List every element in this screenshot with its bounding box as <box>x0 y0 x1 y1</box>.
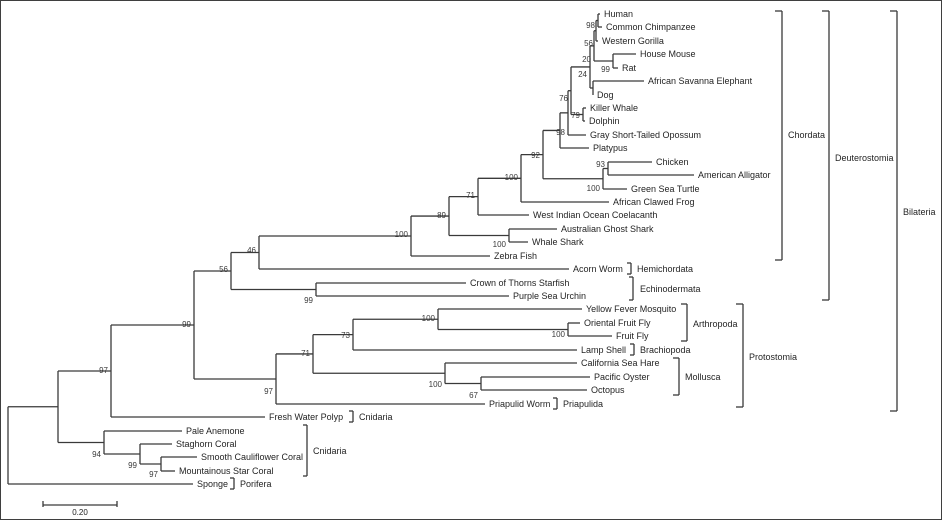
taxon-label: Purple Sea Urchin <box>513 291 586 301</box>
clade-label: Deuterostomia <box>835 153 894 163</box>
bootstrap-value: 100 <box>493 240 507 249</box>
bootstrap-value: 56 <box>219 265 228 274</box>
bootstrap-value: 98 <box>586 21 595 30</box>
bootstrap-value: 20 <box>582 55 591 64</box>
taxon-label: Pacific Oyster <box>594 372 650 382</box>
bootstrap-value: 73 <box>341 331 350 340</box>
bootstrap-value: 76 <box>559 94 568 103</box>
clade-label: Bilateria <box>903 207 936 217</box>
taxon-label: American Alligator <box>698 170 771 180</box>
taxon-label: Yellow Fever Mosquito <box>586 304 676 314</box>
taxon-label: Fresh Water Polyp <box>269 412 343 422</box>
taxon-label: Australian Ghost Shark <box>561 224 654 234</box>
scale-bar-label: 0.20 <box>72 508 88 517</box>
bootstrap-value: 71 <box>301 349 310 358</box>
taxon-label: Staghorn Coral <box>176 439 237 449</box>
taxon-label: California Sea Hare <box>581 358 660 368</box>
bootstrap-value: 46 <box>247 246 256 255</box>
bootstrap-value: 100 <box>587 184 601 193</box>
taxon-label: Human <box>604 9 633 19</box>
bootstrap-value: 56 <box>584 39 593 48</box>
bootstrap-value: 79 <box>571 111 580 120</box>
taxon-label: Mountainous Star Coral <box>179 466 274 476</box>
bootstrap-value: 89 <box>437 211 446 220</box>
taxon-label: Green Sea Turtle <box>631 184 700 194</box>
clade-label: Cnidaria <box>359 412 393 422</box>
bootstrap-value: 100 <box>552 330 566 339</box>
taxon-label: Platypus <box>593 143 628 153</box>
taxon-label: Crown of Thorns Starfish <box>470 278 569 288</box>
clade-label: Priapulida <box>563 399 603 409</box>
taxon-label: Oriental Fruit Fly <box>584 318 651 328</box>
taxon-label: Priapulid Worm <box>489 399 550 409</box>
clade-label: Hemichordata <box>637 264 693 274</box>
taxon-label: African Clawed Frog <box>613 197 695 207</box>
bootstrap-value: 94 <box>92 450 101 459</box>
bootstrap-value: 100 <box>505 173 519 182</box>
bootstrap-value: 97 <box>149 470 158 479</box>
taxon-label: Chicken <box>656 157 689 167</box>
taxon-label: Acorn Worm <box>573 264 623 274</box>
taxon-label: Common Chimpanzee <box>606 22 696 32</box>
taxon-label: African Savanna Elephant <box>648 76 753 86</box>
taxon-label: Dog <box>597 90 614 100</box>
bootstrap-value: 24 <box>578 70 587 79</box>
bootstrap-value: 100 <box>395 230 409 239</box>
bootstrap-value: 99 <box>128 461 137 470</box>
clade-label: Porifera <box>240 479 272 489</box>
clade-label: Brachiopoda <box>640 345 691 355</box>
taxon-label: Lamp Shell <box>581 345 626 355</box>
taxon-label: Smooth Cauliflower Coral <box>201 452 303 462</box>
clade-label: Arthropoda <box>693 319 738 329</box>
bootstrap-value: 93 <box>596 160 605 169</box>
taxon-label: West Indian Ocean Coelacanth <box>533 210 657 220</box>
taxon-label: Western Gorilla <box>602 36 664 46</box>
bootstrap-value: 98 <box>556 128 565 137</box>
taxon-label: Fruit Fly <box>616 331 649 341</box>
bootstrap-value: 92 <box>531 151 540 160</box>
taxon-label: Killer Whale <box>590 103 638 113</box>
clade-label: Cnidaria <box>313 446 347 456</box>
taxon-label: Octopus <box>591 385 625 395</box>
bootstrap-value: 97 <box>264 387 273 396</box>
clade-label: Chordata <box>788 130 825 140</box>
bootstrap-value: 99 <box>182 320 191 329</box>
taxon-label: Zebra Fish <box>494 251 537 261</box>
clade-label: Protostomia <box>749 352 797 362</box>
taxon-label: Sponge <box>197 479 228 489</box>
taxon-label: Pale Anemone <box>186 426 245 436</box>
clade-label: Echinodermata <box>640 284 701 294</box>
bootstrap-value: 100 <box>429 380 443 389</box>
bootstrap-value: 71 <box>466 191 475 200</box>
taxon-label: Dolphin <box>589 116 620 126</box>
taxon-label: Rat <box>622 63 637 73</box>
bootstrap-value: 97 <box>99 366 108 375</box>
taxon-label: House Mouse <box>640 49 696 59</box>
bootstrap-value: 99 <box>601 65 610 74</box>
bootstrap-value: 67 <box>469 391 478 400</box>
bootstrap-value: 100 <box>422 314 436 323</box>
taxon-label: Whale Shark <box>532 237 584 247</box>
bootstrap-value: 99 <box>304 296 313 305</box>
clade-label: Mollusca <box>685 372 721 382</box>
taxon-label: Gray Short-Tailed Opossum <box>590 130 701 140</box>
